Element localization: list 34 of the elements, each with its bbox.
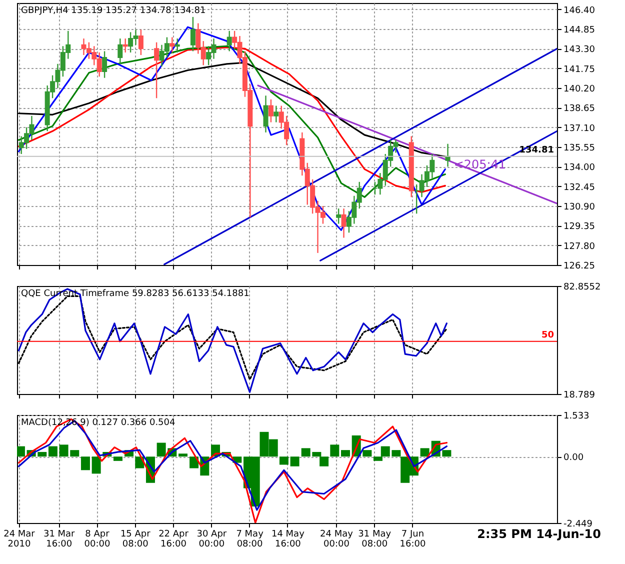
- x-tick-label: 24 Mar 2010: [4, 530, 36, 550]
- x-tick-label: 15 Apr 08:00: [120, 530, 151, 550]
- ref-line-label: 50: [541, 330, 554, 340]
- x-tick-label: 8 Apr 00:00: [84, 530, 110, 550]
- ref-line-label: 134.81: [519, 145, 554, 156]
- y-tick-label: 146.40: [564, 6, 596, 16]
- y-tick-label: 143.30: [564, 45, 596, 56]
- y-tick-label: 129.35: [564, 222, 595, 232]
- y-tick-label: 141.75: [564, 64, 595, 75]
- y-tick-label: 126.25: [564, 262, 595, 272]
- y-tick-label: 138.65: [564, 104, 595, 114]
- chart-title: GBPJPY,H4 135.19 135.27 134.78 134.81: [21, 6, 206, 16]
- y-tick-label: 132.45: [564, 182, 595, 193]
- x-tick-label: 30 Apr 00:00: [196, 530, 227, 550]
- y-tick-label: 1.533: [564, 412, 590, 422]
- y-tick-label: 130.90: [564, 202, 596, 212]
- text: 2:35 PM 14-Jun-10: [477, 527, 601, 541]
- y-tick-label: 137.10: [564, 124, 596, 134]
- y-tick-label: 0.00: [564, 453, 584, 464]
- y-tick-label: 134.00: [564, 163, 596, 174]
- x-tick-label: 14 May 16:00: [271, 530, 306, 550]
- x-tick-label: 24 May 00:00: [320, 530, 354, 550]
- y-tick-label: 18.789: [564, 390, 596, 400]
- y-tick-label: 144.85: [564, 26, 595, 36]
- y-tick-label: 82.8552: [564, 282, 601, 292]
- x-tick-label: 7 Jun 16:00: [400, 530, 426, 550]
- y-tick-label: 127.80: [564, 242, 596, 252]
- x-tick-label: 31 Mar 16:00: [43, 530, 76, 550]
- x-tick-label: 22 Apr 16:00: [158, 530, 189, 550]
- y-tick-label: 135.55: [564, 144, 595, 154]
- x-tick-label: 7 May 08:00: [236, 530, 264, 550]
- y-tick-label: 140.20: [564, 84, 596, 95]
- x-tick-label: 31 May 08:00: [358, 530, 392, 550]
- y-tick-label: -2.449: [564, 520, 593, 530]
